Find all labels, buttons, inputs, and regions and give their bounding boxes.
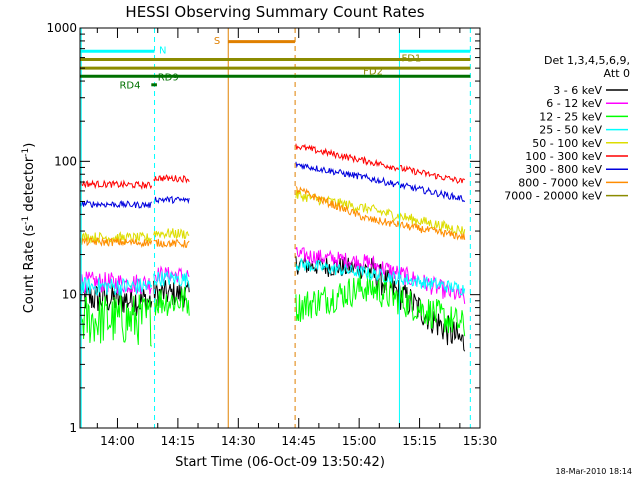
legend-label: 7000 - 20000 keV — [504, 190, 602, 203]
y-tick-label: 10 — [62, 288, 77, 302]
footer-timestamp: 18-Mar-2010 18:14 — [556, 467, 633, 476]
series-12-25-kev — [79, 272, 466, 347]
series-line — [295, 247, 368, 270]
series-line — [366, 204, 466, 235]
series-line — [153, 270, 190, 288]
legend-entry-25-50-kev: 25 - 50 keV — [539, 124, 628, 137]
y-axis-label-part-1: Count Rate (s — [22, 225, 37, 314]
series-line — [295, 258, 368, 279]
series-line — [366, 267, 466, 296]
legend-label: 50 - 100 keV — [532, 137, 602, 150]
legend-label: 25 - 50 keV — [539, 124, 602, 137]
flag-label-fd2: FD2 — [363, 67, 383, 78]
x-tick-label: 15:00 — [342, 434, 377, 448]
series-line — [295, 274, 368, 322]
series-line — [366, 216, 466, 241]
y-axis-label-part-2: detector — [22, 156, 37, 216]
series-800-7000-kev — [79, 186, 466, 249]
series-layer — [79, 143, 466, 352]
series-line — [79, 179, 153, 191]
x-tick-label: 15:15 — [402, 434, 437, 448]
series-line — [153, 286, 190, 316]
series-line — [79, 277, 153, 297]
x-tick-label: 14:00 — [100, 434, 135, 448]
y-tick-label: 100 — [54, 154, 77, 168]
x-tick-label: 14:45 — [281, 434, 316, 448]
legend-label: 3 - 6 keV — [553, 84, 602, 97]
legend-title-1: Det 1,3,4,5,6,9, — [544, 54, 630, 67]
flag-label-rd9: RD9 — [158, 73, 179, 84]
series-line — [366, 272, 466, 337]
series-line — [295, 143, 368, 167]
legend-label: 800 - 7000 keV — [518, 176, 602, 189]
series-50-100-kev — [79, 189, 466, 245]
x-axis-ticks: 14:00 14:15 14:30 14:45 15:00 15:15 15:30 — [96, 28, 498, 448]
series-25-50-kev — [79, 258, 466, 297]
series-line — [153, 228, 190, 240]
series-line — [366, 255, 466, 304]
legend-entry-100-300-kev: 100 - 300 keV — [525, 150, 628, 163]
x-tick-label: 14:30 — [221, 434, 256, 448]
legend-entry-800-7000-kev: 800 - 7000 keV — [518, 176, 628, 189]
legend-label: 100 - 300 keV — [525, 150, 602, 163]
flag-layer: N S FD1 FD2 RD9 RD4 — [80, 36, 471, 92]
series-100-300-kev — [79, 143, 466, 191]
y-axis-label-part-3: ) — [22, 143, 37, 148]
series-line — [366, 175, 466, 203]
chart-title: HESSI Observing Summary Count Rates — [125, 3, 424, 21]
series-line — [366, 257, 466, 352]
legend-label: 300 - 800 keV — [525, 163, 602, 176]
legend-entry-12-25-kev: 12 - 25 keV — [539, 110, 628, 123]
y-axis-label-sup-1: -1 — [21, 216, 31, 225]
legend-label: 12 - 25 keV — [539, 110, 602, 123]
series-line — [295, 161, 368, 180]
legend-entry-7000-20000-kev: 7000 - 20000 keV — [504, 190, 628, 203]
y-axis-label-sup-2: -1 — [21, 148, 31, 157]
legend-entry-3-6-kev: 3 - 6 keV — [553, 84, 628, 97]
legend-label: 6 - 12 keV — [546, 97, 602, 110]
series-line — [79, 293, 152, 347]
y-axis-label: Count Rate (s-1 detector-1) — [21, 143, 37, 314]
legend-entry-6-12-kev: 6 - 12 keV — [546, 97, 628, 110]
legend-entry-50-100-kev: 50 - 100 keV — [532, 137, 628, 150]
legend-title-2: Att 0 — [604, 67, 630, 80]
y-tick-label: 1 — [69, 421, 77, 435]
series-line — [366, 158, 466, 185]
x-axis-label: Start Time (06-Oct-09 13:50:42) — [175, 455, 385, 470]
flag-label-fd1: FD1 — [401, 54, 421, 65]
series-line — [79, 199, 153, 209]
flag-label-rd4: RD4 — [119, 81, 140, 92]
series-line — [295, 186, 368, 222]
series-line — [153, 195, 190, 205]
plot-frame — [79, 27, 481, 429]
y-axis-ticks: 1 10 100 1000 — [46, 21, 480, 435]
series-line — [153, 238, 190, 249]
series-line — [79, 237, 153, 248]
series-line — [153, 174, 190, 184]
x-tick-label: 15:30 — [463, 434, 498, 448]
y-tick-label: 1000 — [46, 21, 77, 35]
series-300-800-kev — [79, 161, 466, 209]
vline-layer — [80, 28, 471, 428]
flag-label-s: S — [214, 36, 220, 47]
legend-entry-300-800-kev: 300 - 800 keV — [525, 163, 628, 176]
x-tick-label: 14:15 — [161, 434, 196, 448]
flag-label-n: N — [159, 45, 166, 56]
